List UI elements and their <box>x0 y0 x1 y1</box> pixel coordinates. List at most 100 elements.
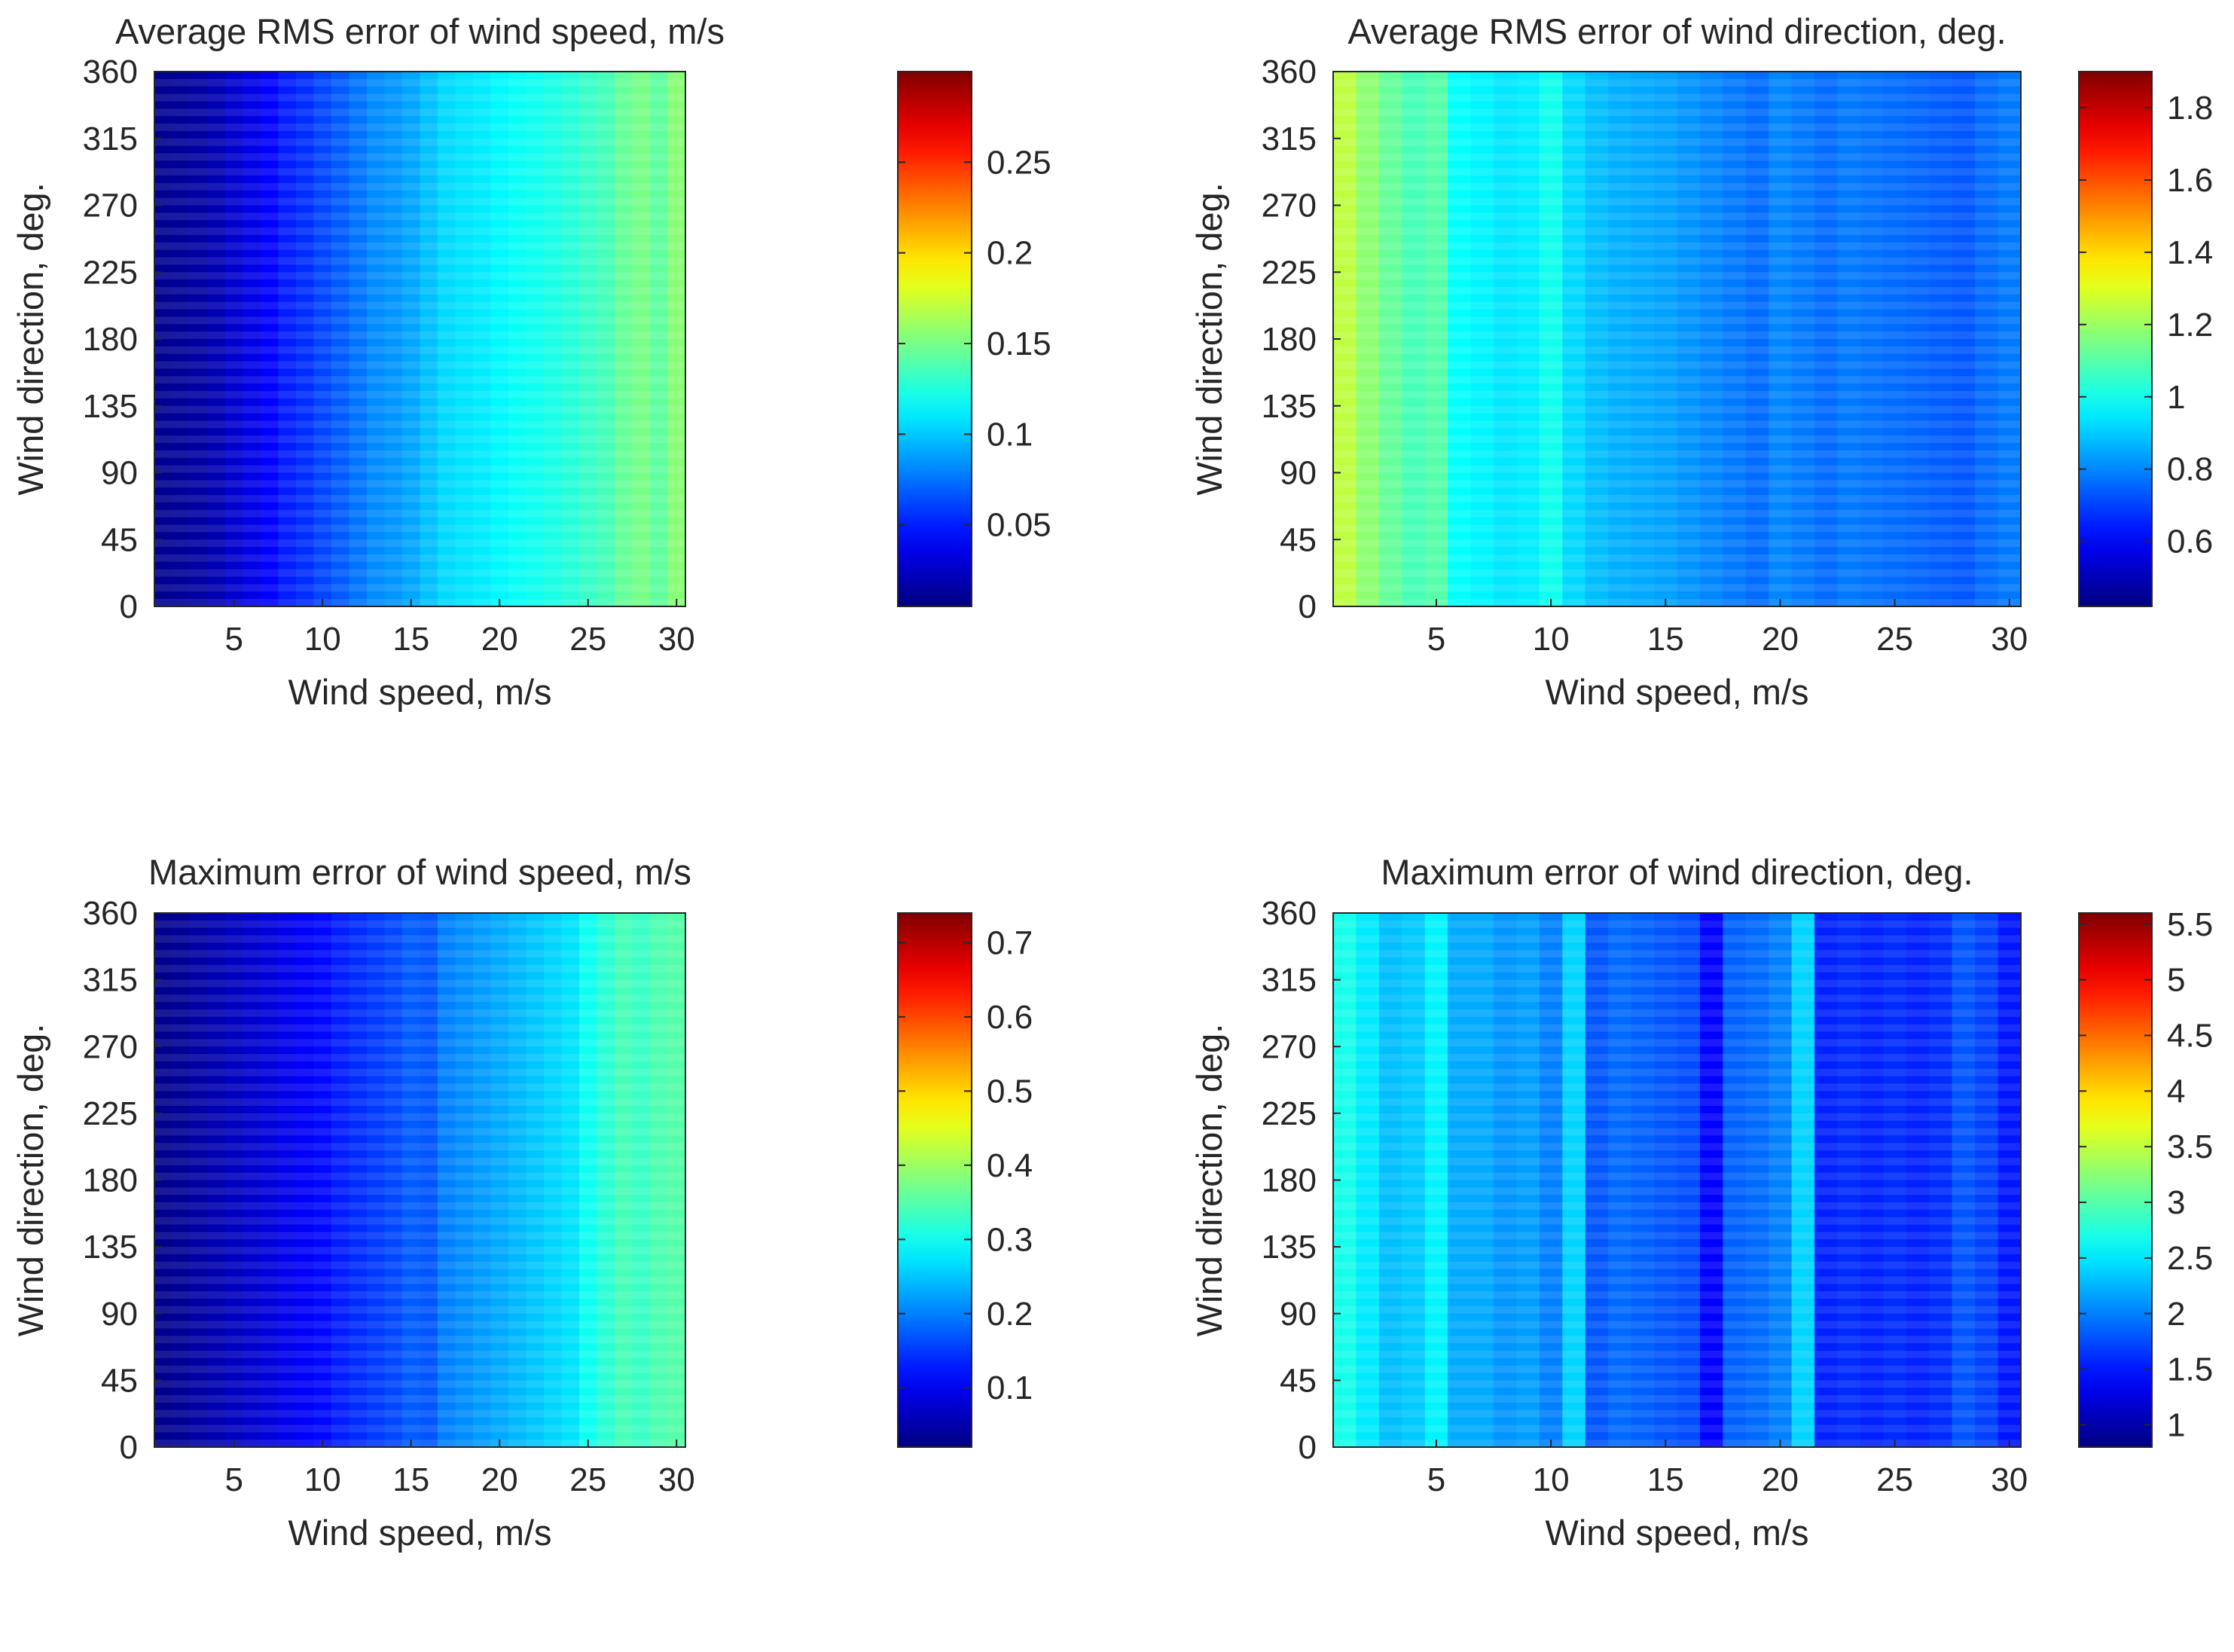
heat-cell <box>1539 72 1563 606</box>
stripe <box>1333 1157 2021 1165</box>
colorbar-tick-label: 0.6 <box>2167 524 2213 560</box>
stripe <box>1333 138 2021 146</box>
heat-cell <box>650 72 669 606</box>
heat-cell <box>207 913 226 1447</box>
heat-cell <box>667 72 686 606</box>
y-tick-label: 45 <box>101 521 138 558</box>
stripe <box>1333 450 2021 458</box>
heatmap-panel-avg-rms-direction: 5 10 15 20 25 30 0 45 90 135 180 225 270 315 360 Averag… <box>1189 11 2213 712</box>
colorbar-tick-label: 3 <box>2167 1184 2185 1221</box>
stripe <box>154 509 685 518</box>
stripe <box>1333 994 2021 1003</box>
x-tick-label: 10 <box>1533 1461 1570 1498</box>
y-tick-label: 135 <box>83 388 138 425</box>
y-tick-label: 225 <box>1262 254 1317 291</box>
heat-cell <box>579 913 598 1447</box>
stripe <box>154 569 685 577</box>
y-tick-label: 225 <box>83 1095 138 1132</box>
heat-cell <box>1997 72 2022 606</box>
stripe <box>154 212 685 221</box>
stripe <box>154 1024 685 1032</box>
colorbar-tick-label: 0.1 <box>987 416 1033 453</box>
heat-cell <box>278 72 297 606</box>
heat-cell <box>544 913 563 1447</box>
stripe <box>154 153 685 161</box>
stripe <box>1333 1098 2021 1107</box>
stripe <box>154 93 685 102</box>
heat-cell <box>296 913 315 1447</box>
x-tick-label: 30 <box>1991 621 2028 658</box>
x-tick-label: 15 <box>392 1461 429 1498</box>
heat-cell <box>1516 913 1540 1447</box>
stripe <box>1333 950 2021 958</box>
y-tick-label: 90 <box>1280 1296 1317 1333</box>
x-tick-label: 25 <box>1876 1461 1913 1498</box>
heat-cell <box>438 72 456 606</box>
heat-cell <box>473 72 492 606</box>
y-tick-label: 45 <box>101 1362 138 1399</box>
stripe <box>154 1409 685 1418</box>
heat-cell <box>1906 913 1930 1447</box>
heat-cell <box>1562 72 1586 606</box>
heat-cell <box>1494 72 1518 606</box>
x-tick-label: 30 <box>658 621 695 658</box>
heat-cell <box>1860 913 1884 1447</box>
heat-cell <box>1470 72 1494 606</box>
heat-cell <box>508 913 527 1447</box>
stripe <box>1333 361 2021 369</box>
stripe <box>154 1054 685 1061</box>
heat-cell <box>1837 913 1861 1447</box>
x-axis-label: Wind speed, m/s <box>1545 1513 1808 1553</box>
stripe <box>1333 391 2021 398</box>
stripe <box>154 1365 685 1373</box>
stripe <box>154 108 685 117</box>
stripe <box>1333 480 2021 488</box>
stripe <box>1333 197 2021 206</box>
stripe <box>1333 1350 2021 1358</box>
heat-cell <box>1448 913 1472 1447</box>
heat-cell <box>650 913 669 1447</box>
heat-cell <box>1745 913 1769 1447</box>
y-tick-label: 90 <box>101 455 138 492</box>
stripe <box>1333 376 2021 384</box>
stripe <box>154 1305 685 1314</box>
stripe <box>154 1143 685 1151</box>
y-tick-label: 315 <box>83 962 138 999</box>
stripe <box>1333 1202 2021 1210</box>
heat-cell <box>190 913 209 1447</box>
x-tick-label: 5 <box>1427 1461 1445 1498</box>
stripe <box>154 1440 685 1447</box>
y-tick-label: 180 <box>83 1162 138 1199</box>
x-tick-label: 10 <box>304 1461 341 1498</box>
heat-cell <box>508 72 527 606</box>
stripe <box>1333 78 2021 87</box>
heat-cell <box>1654 913 1678 1447</box>
heat-cell <box>1860 72 1884 606</box>
heat-cell <box>243 913 261 1447</box>
y-tick-label: 180 <box>1262 321 1317 358</box>
stripe <box>154 599 685 606</box>
stripe <box>154 1395 685 1403</box>
direction-stripes <box>1333 920 2021 1447</box>
heat-cell <box>402 913 421 1447</box>
y-axis-label: Wind direction, deg. <box>11 182 50 495</box>
stripe <box>1333 1425 2021 1433</box>
y-tick-label: 315 <box>83 121 138 157</box>
y-tick-label: 225 <box>83 254 138 291</box>
stripe <box>154 964 685 973</box>
y-tick-label: 90 <box>101 1296 138 1333</box>
stripe <box>154 138 685 146</box>
stripe <box>1333 1024 2021 1032</box>
heat-cell <box>1402 913 1426 1447</box>
heat-cell <box>473 913 492 1447</box>
colorbar-tick-label: 0.2 <box>987 1296 1033 1333</box>
heat-cell <box>667 913 686 1447</box>
x-axis-label: Wind speed, m/s <box>1545 672 1808 712</box>
y-tick-label: 360 <box>1262 53 1317 90</box>
heat-cell <box>1608 72 1632 606</box>
heat-cell <box>331 913 350 1447</box>
heat-cell <box>1608 913 1632 1447</box>
stripe <box>154 539 685 548</box>
stripe <box>154 1380 685 1388</box>
heat-cell <box>1470 913 1494 1447</box>
